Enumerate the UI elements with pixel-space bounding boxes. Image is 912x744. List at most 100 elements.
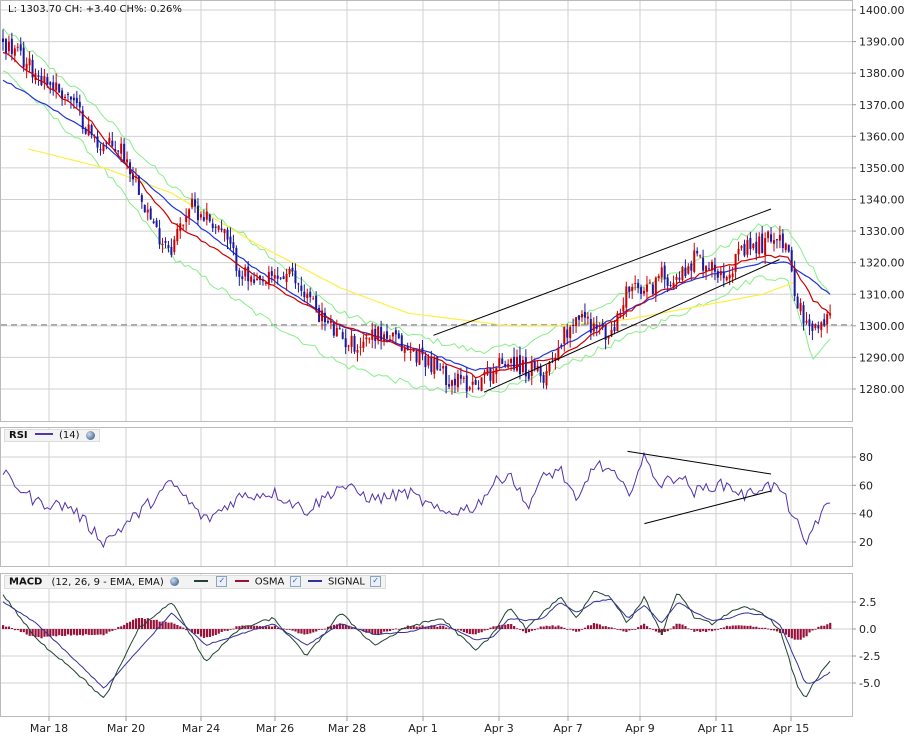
osma-bar bbox=[40, 629, 43, 639]
candle-body bbox=[347, 345, 350, 347]
candle-body bbox=[583, 311, 586, 318]
candle-body bbox=[264, 282, 267, 284]
candle-body bbox=[569, 326, 572, 339]
osma-bar bbox=[306, 629, 309, 635]
candle-body bbox=[114, 149, 117, 152]
osma-bar bbox=[377, 629, 380, 635]
candle-body bbox=[675, 276, 678, 280]
osma-bar bbox=[238, 626, 241, 629]
candle-body bbox=[761, 233, 764, 253]
osma-bar bbox=[634, 629, 637, 630]
osma-label: OSMA bbox=[254, 576, 285, 588]
candle-body bbox=[28, 58, 31, 66]
osma-bar bbox=[589, 625, 593, 629]
candle-body bbox=[787, 244, 790, 252]
macd-y-tick-label: -2.5 bbox=[859, 650, 880, 663]
candle-body bbox=[442, 366, 445, 369]
osma-bar bbox=[660, 629, 663, 636]
osma-toggle-checkbox[interactable]: ✓ bbox=[289, 576, 301, 587]
candle-body bbox=[743, 243, 746, 256]
osma-bar bbox=[820, 625, 823, 629]
signal-toggle-checkbox[interactable]: ✓ bbox=[370, 576, 382, 587]
x-tick-label: Apr 15 bbox=[773, 722, 810, 735]
candle-body bbox=[344, 338, 347, 348]
osma-bar bbox=[61, 629, 64, 636]
candle-body bbox=[628, 286, 631, 292]
macd-toggle-checkbox[interactable]: ✓ bbox=[216, 576, 228, 587]
price-y-tick-label: 1280.00 bbox=[859, 383, 905, 396]
candle-body bbox=[513, 356, 516, 370]
candle-body bbox=[616, 313, 619, 332]
osma-bar bbox=[755, 626, 758, 629]
price-y-tick-label: 1330.00 bbox=[859, 225, 905, 238]
candle-body bbox=[55, 82, 58, 91]
candle-body bbox=[131, 173, 134, 180]
osma-bar bbox=[391, 629, 395, 630]
candle-body bbox=[244, 267, 247, 277]
candle-body bbox=[737, 248, 740, 255]
candle-body bbox=[191, 199, 194, 208]
settings-globe-icon[interactable] bbox=[169, 577, 179, 586]
candle-body bbox=[205, 211, 208, 220]
osma-bar bbox=[622, 629, 625, 632]
candle-body bbox=[645, 284, 648, 292]
osma-bar bbox=[657, 629, 660, 633]
macd-legend[interactable]: MACD (12, 26, 9 - EMA, EMA) ✓ OSMA ✓ SIG… bbox=[4, 575, 387, 589]
osma-bar bbox=[548, 626, 551, 629]
candle-body bbox=[684, 267, 687, 277]
osma-bar bbox=[823, 625, 826, 629]
osma-bar bbox=[663, 629, 666, 633]
osma-bar bbox=[34, 629, 37, 637]
candle-body bbox=[439, 369, 442, 371]
candle-body bbox=[341, 332, 344, 339]
osma-bar bbox=[767, 628, 770, 630]
candle-body bbox=[545, 371, 548, 386]
osma-bar bbox=[805, 629, 808, 637]
osma-bar bbox=[580, 629, 584, 630]
candle-body bbox=[22, 47, 25, 68]
candle-body bbox=[194, 199, 197, 207]
candle-body bbox=[10, 38, 13, 54]
candle-body bbox=[489, 367, 492, 381]
osma-bar bbox=[81, 629, 84, 636]
price-y-tick-label: 1350.00 bbox=[859, 162, 905, 175]
osma-bar bbox=[335, 624, 339, 629]
osma-bar bbox=[114, 629, 117, 630]
osma-bar bbox=[492, 626, 495, 629]
osma-bar bbox=[734, 625, 737, 629]
candle-body bbox=[99, 149, 102, 151]
settings-globe-icon[interactable] bbox=[85, 430, 95, 440]
candle-body bbox=[241, 276, 244, 280]
candle-body bbox=[740, 246, 743, 248]
osma-bar bbox=[489, 627, 492, 629]
candle-body bbox=[258, 275, 261, 280]
osma-bar bbox=[105, 629, 108, 634]
candle-body bbox=[40, 75, 43, 86]
candle-body bbox=[781, 233, 784, 249]
candle-body bbox=[256, 278, 259, 281]
rsi-trendline bbox=[627, 450, 772, 475]
osma-bar bbox=[300, 629, 303, 634]
osma-bar bbox=[430, 625, 433, 629]
osma-bar bbox=[613, 628, 616, 630]
osma-bar bbox=[19, 629, 22, 632]
candle-body bbox=[758, 236, 761, 255]
osma-bar bbox=[64, 629, 67, 636]
candle-body bbox=[622, 305, 625, 312]
candle-body bbox=[182, 224, 185, 226]
candle-body bbox=[666, 277, 669, 286]
osma-bar bbox=[256, 625, 259, 629]
rsi-legend[interactable]: RSI (14) bbox=[4, 429, 100, 442]
osma-bar bbox=[829, 622, 832, 629]
osma-bar bbox=[681, 624, 684, 629]
candle-body bbox=[453, 378, 456, 386]
osma-bar bbox=[273, 625, 276, 629]
signal-line bbox=[2, 598, 831, 689]
last-price-marker bbox=[853, 308, 861, 321]
osma-bar bbox=[445, 627, 448, 629]
osma-bar bbox=[607, 627, 610, 629]
osma-bar bbox=[498, 625, 501, 629]
candle-body bbox=[657, 276, 660, 278]
osma-bar bbox=[13, 629, 17, 631]
candle-body bbox=[456, 373, 459, 388]
